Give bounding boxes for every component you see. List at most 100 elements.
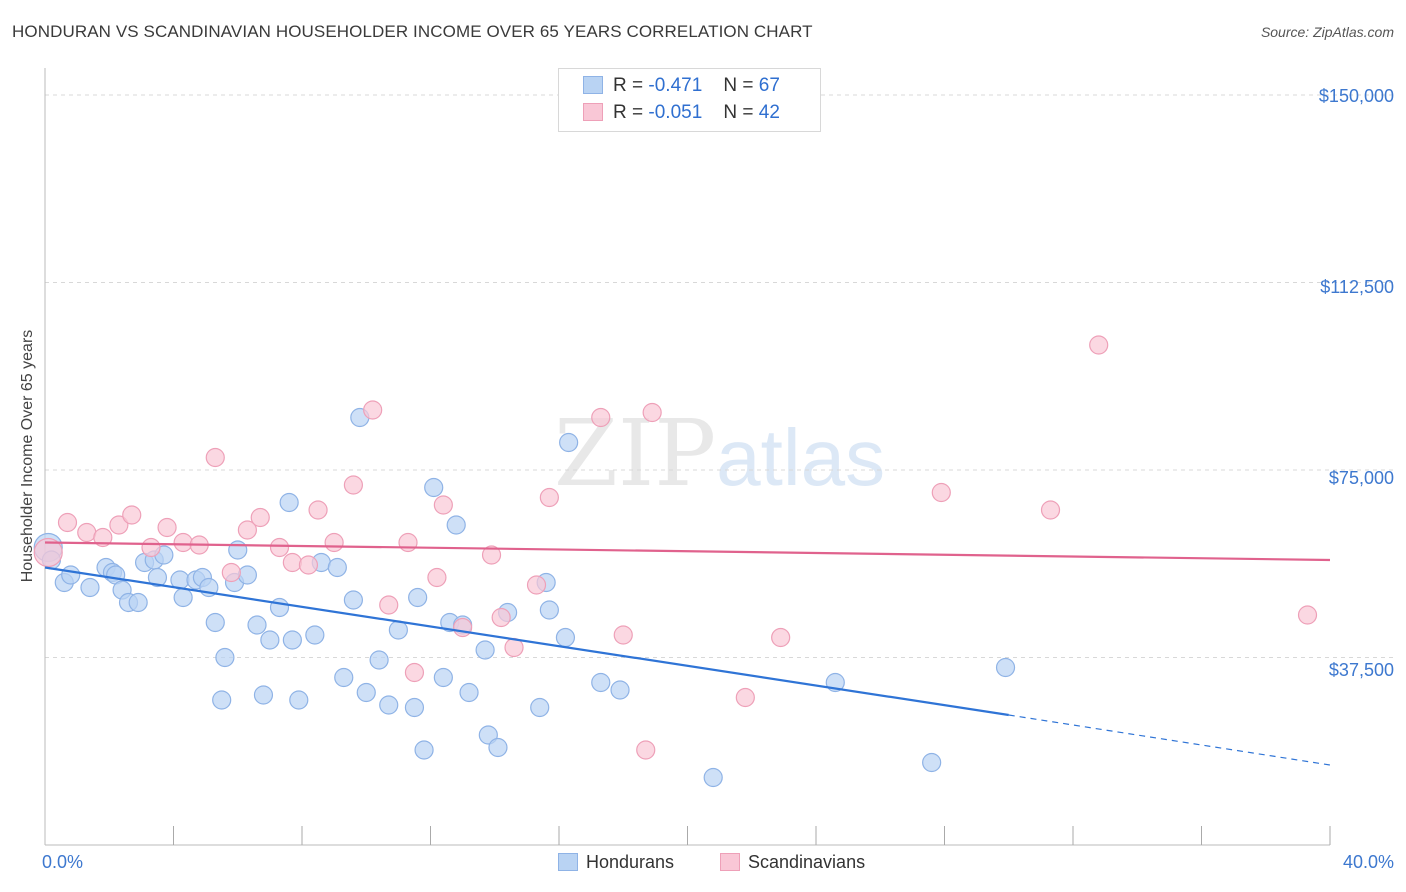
blue-swatch — [583, 76, 603, 94]
r-label: R = — [613, 75, 644, 96]
n-label: N = — [723, 102, 754, 123]
scandinavian-trend-line — [44, 541, 1331, 562]
stats-legend: R = -0.471 N = 67 R = -0.051 N = 42 — [558, 68, 821, 132]
data-point — [221, 562, 241, 583]
data-point — [636, 740, 656, 760]
legend-label: Scandinavians — [748, 852, 866, 872]
data-point — [215, 647, 235, 668]
data-point — [1089, 335, 1109, 355]
pink-swatch — [583, 103, 603, 121]
n-value: 42 — [758, 102, 780, 123]
data-point — [77, 522, 97, 543]
n-value: 67 — [758, 75, 780, 96]
data-point — [1040, 500, 1061, 520]
data-point — [173, 587, 193, 608]
data-point — [141, 537, 161, 558]
y-tick-label: $112,500 — [1320, 277, 1394, 297]
data-point — [408, 587, 428, 608]
data-point — [1297, 605, 1318, 625]
data-point — [205, 447, 225, 468]
watermark-atlas: atlas — [716, 413, 886, 502]
legend-item-scandinavians[interactable]: Scandinavians — [720, 852, 865, 873]
data-point — [539, 487, 559, 508]
data-point — [613, 625, 633, 645]
data-point — [363, 400, 383, 420]
data-point — [128, 592, 148, 613]
data-point — [481, 545, 502, 565]
data-point — [369, 650, 389, 670]
data-point — [269, 537, 290, 558]
r-value: -0.471 — [648, 75, 703, 96]
data-point — [253, 685, 274, 705]
data-point — [57, 512, 78, 533]
x-tick-label: 40.0% — [1342, 852, 1394, 872]
trend-lines — [44, 541, 1331, 766]
data-point — [80, 577, 100, 598]
data-point — [205, 612, 225, 633]
data-point — [356, 682, 376, 703]
data-point — [237, 565, 257, 585]
data-point — [157, 517, 177, 538]
data-point — [433, 667, 453, 688]
y-tick-label: $37,500 — [1328, 660, 1394, 680]
data-point — [228, 540, 248, 560]
honduran-trend-extension — [1008, 714, 1331, 766]
data-point — [475, 640, 495, 660]
y-tick-label: $75,000 — [1328, 468, 1394, 488]
data-point — [559, 432, 579, 453]
legend-row-scandinavians: R = -0.051 N = 42 — [583, 102, 780, 126]
data-point — [555, 627, 576, 648]
data-point — [109, 515, 129, 535]
data-point — [379, 695, 399, 715]
data-point — [591, 407, 611, 428]
data-point — [642, 402, 662, 423]
data-point — [424, 477, 444, 498]
watermark: ZIPatlas — [554, 400, 885, 507]
data-point — [343, 475, 363, 495]
data-point — [995, 657, 1016, 678]
pink-swatch — [720, 853, 740, 871]
y-tick-label: $150,000 — [1318, 86, 1394, 106]
data-point — [922, 752, 942, 773]
data-point — [591, 672, 611, 693]
axes — [44, 68, 1331, 846]
data-point — [379, 595, 399, 615]
source-label: Source: ZipAtlas.com — [1260, 24, 1394, 40]
legend-item-hondurans[interactable]: Hondurans — [558, 852, 674, 873]
data-point — [289, 690, 309, 710]
legend-label: Hondurans — [586, 852, 675, 872]
data-point — [526, 575, 547, 595]
honduran-trend-line — [44, 566, 1009, 717]
data-point — [308, 500, 328, 520]
data-point — [488, 737, 508, 758]
data-point — [414, 740, 434, 760]
data-point — [327, 557, 347, 578]
data-point — [459, 682, 479, 703]
honduran-points — [33, 407, 1016, 788]
data-point — [61, 565, 81, 585]
data-point — [33, 537, 63, 568]
data-point — [404, 662, 425, 683]
data-point — [122, 505, 142, 525]
chart-title: HONDURAN VS SCANDINAVIAN HOUSEHOLDER INC… — [12, 22, 813, 41]
data-point — [539, 600, 559, 620]
data-point — [147, 567, 168, 588]
data-point — [173, 532, 193, 553]
data-point — [324, 532, 344, 553]
r-value: -0.051 — [648, 102, 703, 123]
data-point — [250, 507, 270, 528]
scandinavian-points — [33, 335, 1318, 760]
data-point — [298, 555, 319, 575]
data-point — [93, 527, 113, 548]
data-point — [610, 680, 630, 700]
data-point — [491, 607, 511, 628]
n-label: N = — [723, 75, 754, 96]
data-point — [530, 697, 550, 718]
data-point — [404, 697, 425, 718]
data-point — [453, 617, 473, 638]
blue-swatch — [558, 853, 578, 871]
data-point — [212, 690, 232, 710]
data-point — [931, 482, 951, 503]
data-point — [269, 597, 290, 618]
data-point — [398, 532, 418, 553]
